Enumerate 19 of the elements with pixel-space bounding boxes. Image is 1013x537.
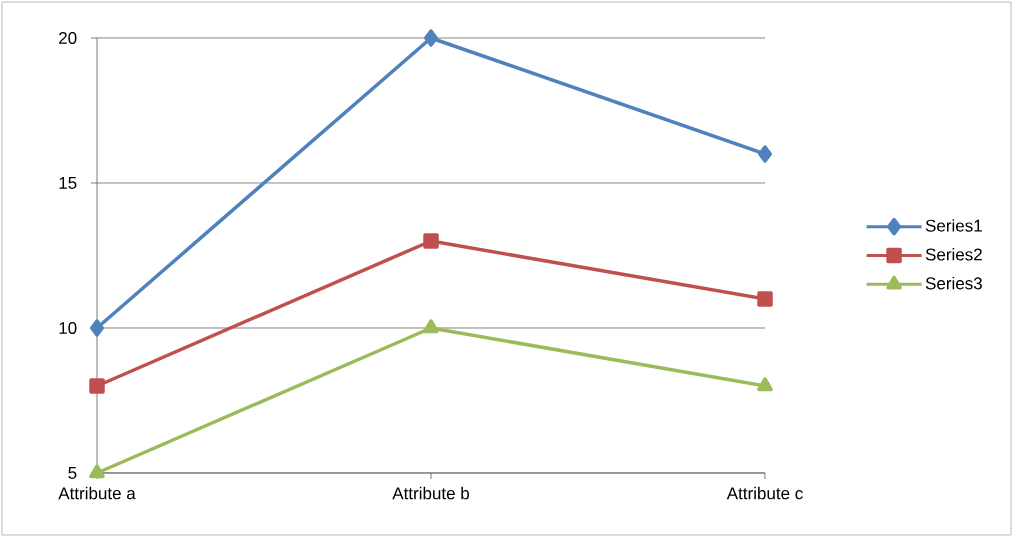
x-tick-label: Attribute b bbox=[392, 486, 470, 500]
point bbox=[424, 29, 439, 47]
legend-label: Series2 bbox=[925, 248, 982, 261]
point bbox=[423, 319, 439, 334]
point bbox=[89, 464, 105, 479]
x-tick-label: Attribute a bbox=[58, 486, 136, 500]
legend-label: Series1 bbox=[925, 219, 982, 232]
y-tick-label: 15 bbox=[59, 177, 77, 189]
x-tick-label: Attribute c bbox=[726, 486, 803, 500]
point bbox=[89, 378, 105, 394]
point bbox=[757, 377, 773, 392]
y-tick-label: 20 bbox=[59, 31, 77, 45]
point bbox=[758, 145, 773, 163]
point bbox=[757, 291, 773, 307]
y-tick-label: 5 bbox=[68, 467, 77, 479]
y-tick-label: 10 bbox=[59, 321, 77, 335]
point bbox=[90, 319, 105, 337]
legend-label: Series3 bbox=[925, 276, 982, 290]
point bbox=[423, 233, 439, 249]
